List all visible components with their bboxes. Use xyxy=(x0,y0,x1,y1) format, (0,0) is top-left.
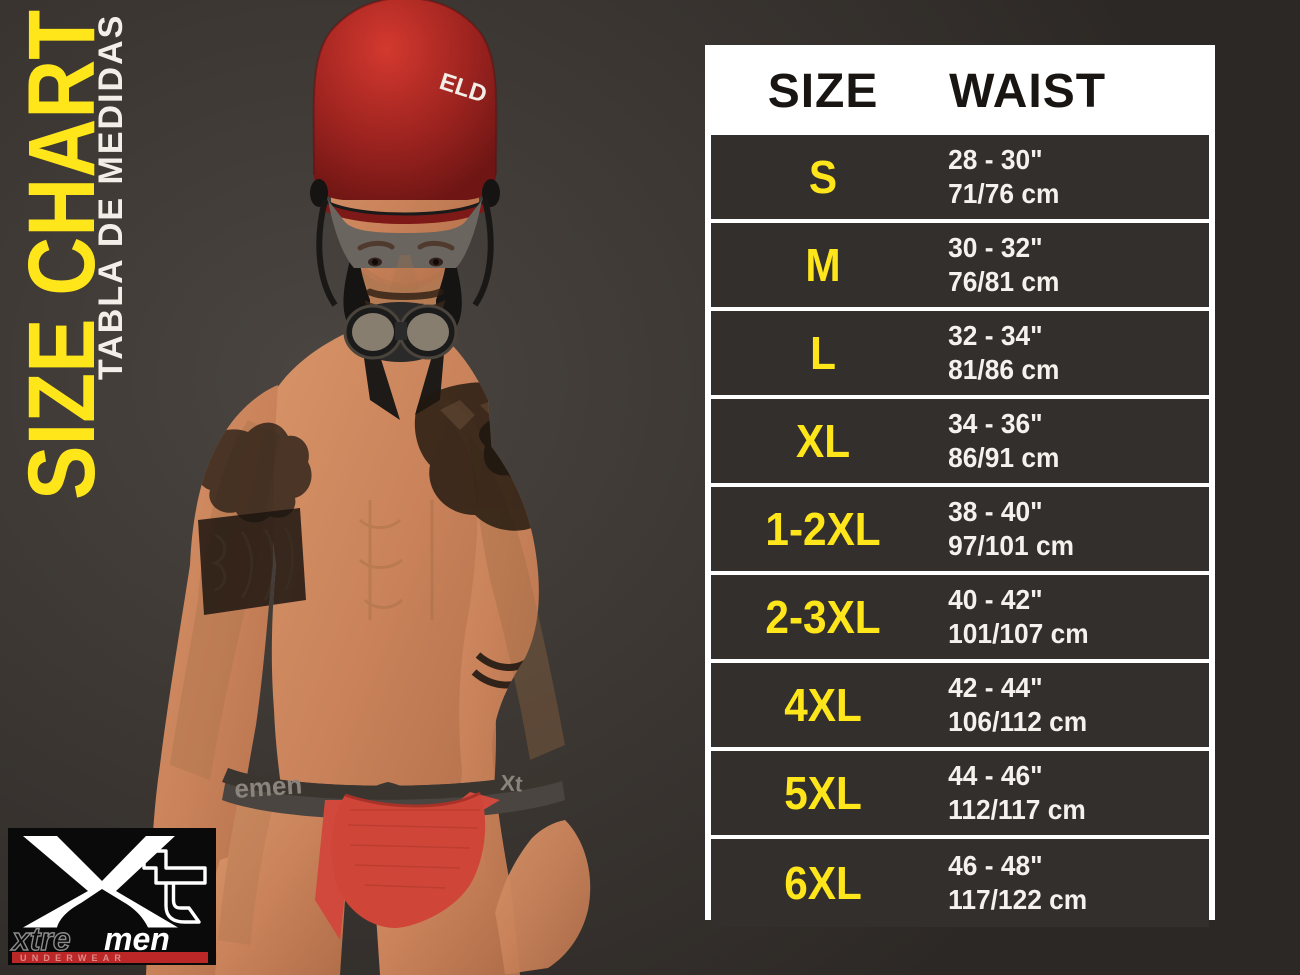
svg-text:Xt: Xt xyxy=(500,770,524,797)
svg-text:UNDERWEAR: UNDERWEAR xyxy=(20,953,126,963)
svg-text:emen: emen xyxy=(233,769,303,804)
svg-text:xtre: xtre xyxy=(10,921,71,957)
svg-text:men: men xyxy=(104,921,170,957)
